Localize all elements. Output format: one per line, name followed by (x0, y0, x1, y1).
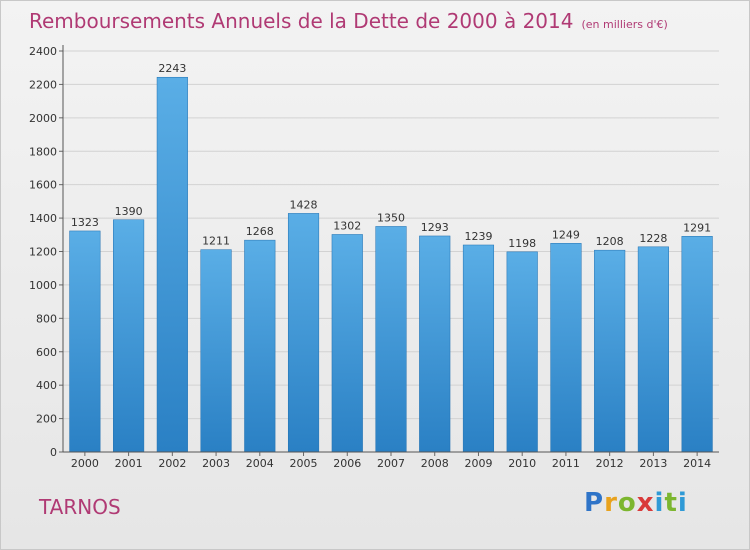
x-tick-label-2003: 2003 (202, 457, 230, 470)
bar-2005 (287, 213, 320, 453)
bar-2012 (594, 249, 626, 453)
x-tick-label-2010: 2010 (508, 457, 536, 470)
value-label-2012: 1208 (596, 235, 624, 248)
y-tick-label: 2400 (29, 45, 57, 58)
x-tick-label-2011: 2011 (552, 457, 580, 470)
value-label-2007: 1350 (377, 211, 405, 224)
y-tick-label: 1200 (29, 246, 57, 259)
bars (69, 76, 713, 453)
bar-2008 (419, 235, 451, 453)
proxiti-logo: Proxiti (584, 488, 688, 518)
value-label-2000: 1323 (71, 216, 99, 229)
value-labels: 1323 1390 2243 1211 1268 1428 1302 1350 1293 1239… (71, 62, 711, 250)
value-label-2013: 1228 (639, 232, 667, 245)
value-label-2010: 1198 (508, 237, 536, 250)
y-tick-label: 1000 (29, 279, 57, 292)
chart-unit-label: (en milliers d'€) (581, 18, 668, 31)
chart-title: Remboursements Annuels de la Dette de 20… (29, 9, 668, 33)
bar-2007 (375, 226, 407, 453)
y-tick-label: 0 (50, 446, 57, 459)
bar-2003 (200, 249, 232, 453)
y-tick-label: 1400 (29, 212, 57, 225)
x-tick-label-2005: 2005 (290, 457, 318, 470)
chart-title-text: Remboursements Annuels de la Dette de 20… (29, 9, 574, 33)
y-tick-label: 200 (36, 413, 57, 426)
value-label-2011: 1249 (552, 228, 580, 241)
value-label-2002: 2243 (158, 62, 186, 75)
value-label-2001: 1390 (115, 205, 143, 218)
x-tick-label-2004: 2004 (246, 457, 274, 470)
x-tick-label-2007: 2007 (377, 457, 405, 470)
value-label-2004: 1268 (246, 225, 274, 238)
x-tick-label-2001: 2001 (115, 457, 143, 470)
bar-2004 (244, 239, 276, 453)
y-tick-label: 2000 (29, 112, 57, 125)
value-label-2014: 1291 (683, 221, 711, 234)
axes: 0 200 400 600 800 1000 1200 1400 1600 1800 2000 220… (29, 45, 719, 470)
bar-2006 (331, 234, 363, 453)
y-tick-label: 400 (36, 379, 57, 392)
y-tick-label: 1600 (29, 179, 57, 192)
y-tick-label: 800 (36, 312, 57, 325)
bar-2011 (550, 243, 582, 453)
x-tick-label-2012: 2012 (596, 457, 624, 470)
x-tick-label-2002: 2002 (158, 457, 186, 470)
value-label-2006: 1302 (333, 219, 361, 232)
bar-2014 (681, 236, 713, 453)
commune-name: TARNOS (39, 495, 121, 519)
value-label-2008: 1293 (421, 221, 449, 234)
bar-2009 (462, 244, 495, 453)
x-tick-label-2000: 2000 (71, 457, 99, 470)
bar-2013 (637, 246, 669, 453)
x-tick-label-2006: 2006 (333, 457, 361, 470)
y-tick-label: 600 (36, 346, 57, 359)
value-label-2005: 1428 (290, 198, 318, 211)
bar-2000 (69, 230, 101, 453)
x-tick-label-2013: 2013 (639, 457, 667, 470)
bar-2002 (156, 76, 188, 453)
x-tick-label-2009: 2009 (464, 457, 492, 470)
y-tick-label: 2200 (29, 78, 57, 91)
y-tick-label: 1800 (29, 145, 57, 158)
value-label-2003: 1211 (202, 235, 230, 248)
x-tick-label-2014: 2014 (683, 457, 711, 470)
x-tick-label-2008: 2008 (421, 457, 449, 470)
bar-2001 (113, 219, 145, 453)
bar-2010 (506, 251, 538, 453)
value-label-2009: 1239 (464, 230, 492, 243)
